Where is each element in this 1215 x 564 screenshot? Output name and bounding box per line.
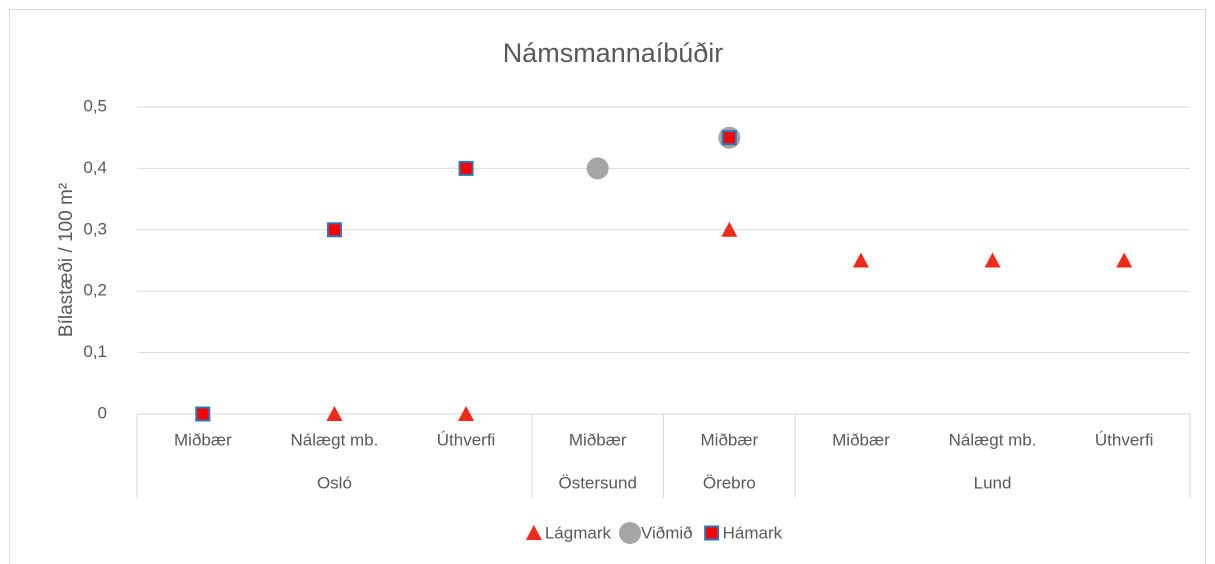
y-tick-label: 0,1 [83,342,107,361]
y-tick-label: 0,2 [83,281,107,300]
legend: Lágmark Viðmið Hámark [525,522,783,544]
triangle-marker [458,406,475,421]
y-tick-label: 0,3 [83,219,107,238]
square-marker [704,525,720,541]
triangle-marker [326,406,343,421]
legend-label: Lágmark [545,523,612,542]
triangle-marker [721,221,738,237]
x-tick-label: Nálægt mb. [291,430,379,449]
triangle-marker [1116,252,1133,268]
square-marker [721,130,737,146]
y-tick-label: 0 [98,403,107,422]
group-label: Osló [317,473,352,492]
x-tick-label: Miðbær [701,430,759,449]
square-marker [326,222,342,238]
x-tick-label: Miðbær [174,430,232,449]
group-label: Östersund [558,473,636,492]
x-tick-label: Miðbær [832,430,890,449]
x-tick-label: Nálægt mb. [949,430,1037,449]
square-marker [195,406,211,422]
group-label: Örebro [703,473,756,492]
chart-border [9,9,1206,564]
x-tick-label: Úthverfi [1095,430,1154,449]
circle-marker [618,522,641,544]
y-tick-label: 0,4 [83,158,107,177]
y-tick-label: 0,5 [83,96,107,115]
square-marker [458,160,474,176]
x-tick-label: Miðbær [569,430,627,449]
circle-marker [586,157,609,180]
legend-label: Hámark [723,523,783,542]
triangle-marker [984,252,1001,268]
legend-label: Viðmið [641,523,693,542]
triangle-marker [852,252,869,268]
chart-title: Námsmannaíbúðir [503,38,724,68]
x-tick-label: Úthverfi [437,430,496,449]
triangle-marker [525,525,542,540]
group-label: Lund [974,473,1012,492]
y-axis-label: Bílastæði / 100 m² [56,183,77,337]
